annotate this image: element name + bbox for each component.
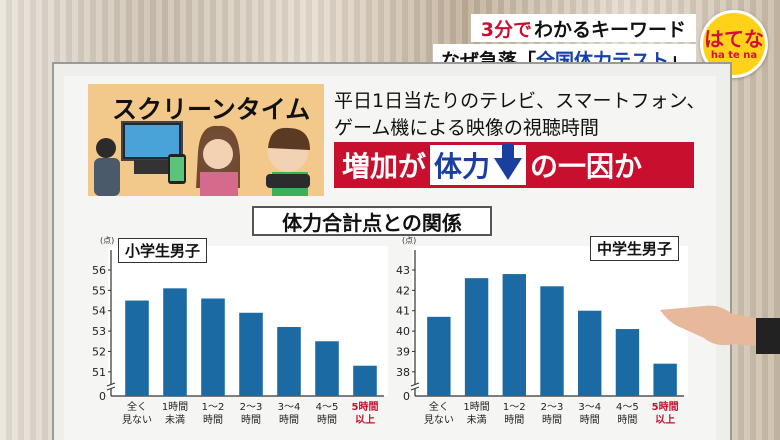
section-title: 体力合計点との関係 [252,206,492,236]
person-icon [96,138,116,158]
game-console-icon [266,174,310,188]
chart-panel-elementary [108,246,388,396]
children-screen-illustration [94,121,310,196]
description-line-1: 平日1日当たりのテレビ、スマートフォン、 [334,90,706,112]
down-arrow-icon [494,144,523,180]
logo-main-text: はてな [704,26,764,51]
caption-line-1: 3分で わかるキーワード [470,14,696,42]
chart-panel-junior-high [412,246,688,396]
headline-pre: 増加が [342,150,427,183]
headline-post: の一因か [530,150,643,183]
topic-description: 平日1日当たりのテレビ、スマートフォン、 ゲーム機による映像の視聴時間 [334,88,705,142]
headline-band: 増加が 体力 の一因か [334,142,694,188]
presenter-hand [660,305,780,354]
headline-highlight: 体力 [430,144,527,185]
caption-red-text: 3分で [480,18,532,41]
topic-title: スクリーンタイム [112,95,311,124]
logo-sub-text: ha te na [710,49,758,61]
description-line-2: ゲーム機による映像の視聴時間 [334,117,599,139]
chart-label-elementary: 小学生男子 [118,238,208,263]
chart-label-junior-high: 中学生男子 [590,236,680,261]
caption-keyword-text: わかるキーワード [533,18,686,41]
